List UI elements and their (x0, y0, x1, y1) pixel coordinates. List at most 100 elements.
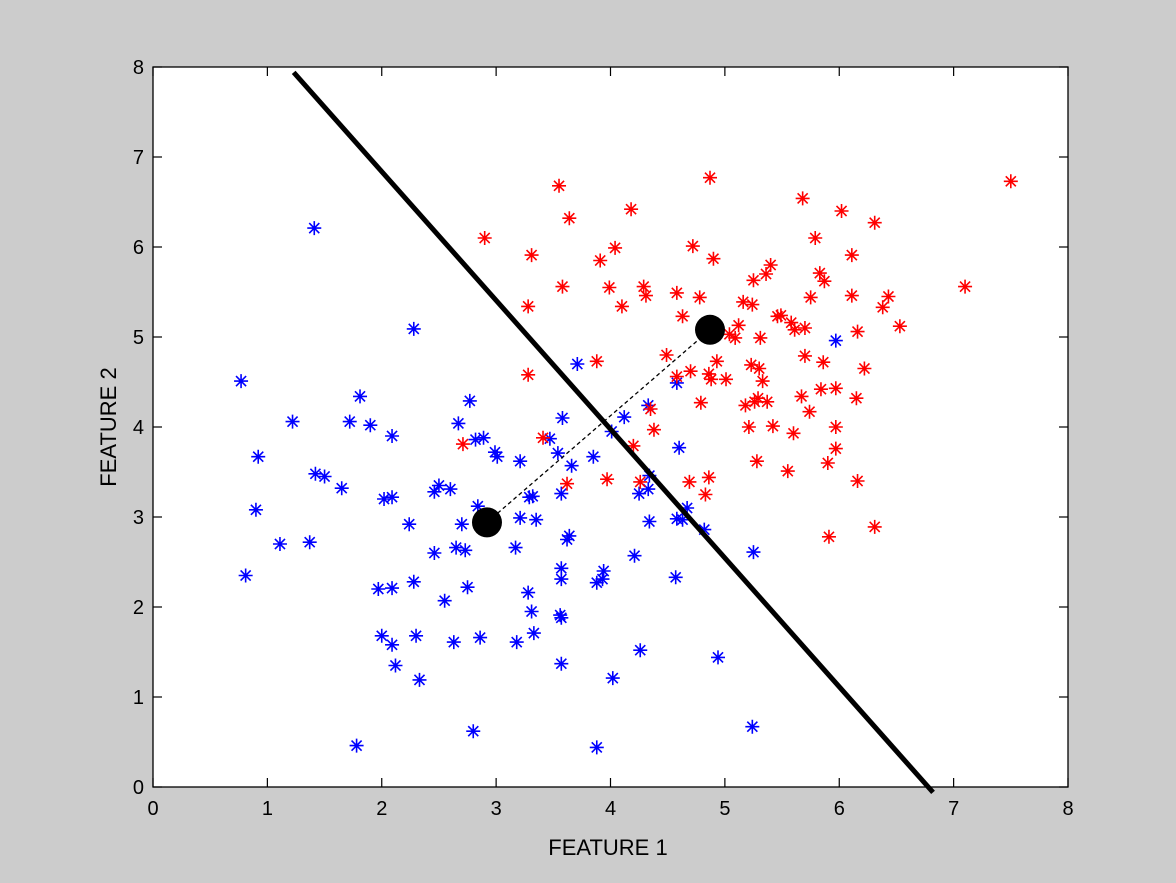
data-point (828, 333, 843, 348)
data-point (385, 581, 400, 596)
plot-area (234, 70, 1018, 795)
data-point (624, 202, 639, 217)
x-axis-label: FEATURE 1 (548, 835, 667, 860)
data-point (817, 274, 832, 289)
data-point (693, 395, 708, 410)
data-point (683, 364, 698, 379)
data-point (787, 322, 802, 337)
data-point (412, 672, 427, 687)
data-point (751, 391, 766, 406)
data-point (374, 628, 389, 643)
data-point (711, 650, 726, 665)
data-point (821, 529, 836, 544)
x-tick-label: 1 (262, 798, 273, 820)
data-point (698, 487, 713, 502)
data-point (704, 372, 719, 387)
data-point (308, 466, 323, 481)
y-tick-label: 4 (133, 417, 144, 439)
data-point (385, 429, 400, 443)
data-point (669, 369, 684, 384)
data-point (451, 416, 466, 431)
data-point (363, 418, 378, 433)
data-point (828, 381, 843, 396)
data-point (466, 724, 481, 739)
data-point (409, 628, 424, 643)
data-point (697, 522, 712, 537)
data-point (596, 564, 611, 578)
y-tick-label: 0 (133, 777, 144, 799)
data-point (385, 637, 400, 652)
data-point (524, 248, 539, 263)
data-point (709, 354, 724, 369)
data-point (834, 204, 849, 218)
data-point (552, 178, 567, 193)
data-point (760, 394, 775, 409)
data-point (487, 445, 502, 460)
data-point (560, 532, 575, 547)
data-point (554, 561, 569, 576)
data-point (589, 575, 604, 590)
series-red (455, 170, 1018, 544)
data-point (477, 231, 492, 245)
data-point (892, 319, 907, 334)
x-tick-label: 5 (719, 798, 730, 820)
data-point (669, 285, 684, 300)
y-tick-label: 1 (133, 687, 144, 709)
data-point (659, 348, 674, 362)
data-point (797, 321, 812, 335)
data-point (780, 464, 795, 479)
data-point (812, 266, 827, 281)
data-point (701, 470, 716, 485)
data-point (406, 321, 421, 336)
data-point (633, 474, 648, 489)
data-point (844, 248, 859, 263)
x-tick-label: 3 (491, 798, 502, 820)
data-point (636, 279, 651, 294)
data-point (797, 348, 812, 363)
data-point (867, 215, 882, 230)
data-point (560, 476, 575, 491)
data-point (455, 437, 470, 452)
data-point (570, 357, 585, 371)
data-point (749, 454, 764, 469)
data-point (850, 324, 865, 339)
data-point (849, 391, 864, 406)
y-axis-label: FEATURE 2 (96, 367, 121, 486)
data-point (542, 431, 557, 446)
data-point (602, 280, 617, 295)
data-point (555, 411, 570, 425)
data-point (553, 608, 568, 623)
data-point (272, 537, 287, 551)
data-point (513, 510, 528, 525)
data-point (307, 221, 322, 236)
x-tick-label: 7 (948, 798, 959, 820)
data-point (443, 482, 458, 497)
data-point (554, 486, 569, 501)
data-point (473, 630, 488, 645)
data-point (437, 593, 452, 608)
data-point (744, 357, 759, 372)
data-point (641, 398, 656, 413)
data-point (446, 635, 461, 650)
data-point (600, 472, 615, 487)
data-point (509, 635, 524, 650)
data-point (513, 454, 528, 469)
tick-labels: 0 1 2 3 4 5 6 7 8 0 1 2 3 4 5 6 7 8 (133, 57, 1074, 820)
data-point (746, 545, 761, 560)
data-point (626, 438, 641, 453)
data-point (554, 610, 569, 625)
data-point (770, 309, 785, 324)
data-point (672, 440, 687, 455)
data-point (427, 546, 442, 560)
data-point (706, 251, 721, 266)
data-point (550, 446, 565, 461)
data-point (722, 327, 737, 342)
data-point (460, 580, 475, 595)
data-point (641, 482, 656, 497)
y-tick-label: 2 (133, 597, 144, 619)
data-point (427, 484, 442, 499)
data-point (449, 540, 464, 555)
data-point (562, 211, 577, 226)
data-point (752, 361, 767, 376)
